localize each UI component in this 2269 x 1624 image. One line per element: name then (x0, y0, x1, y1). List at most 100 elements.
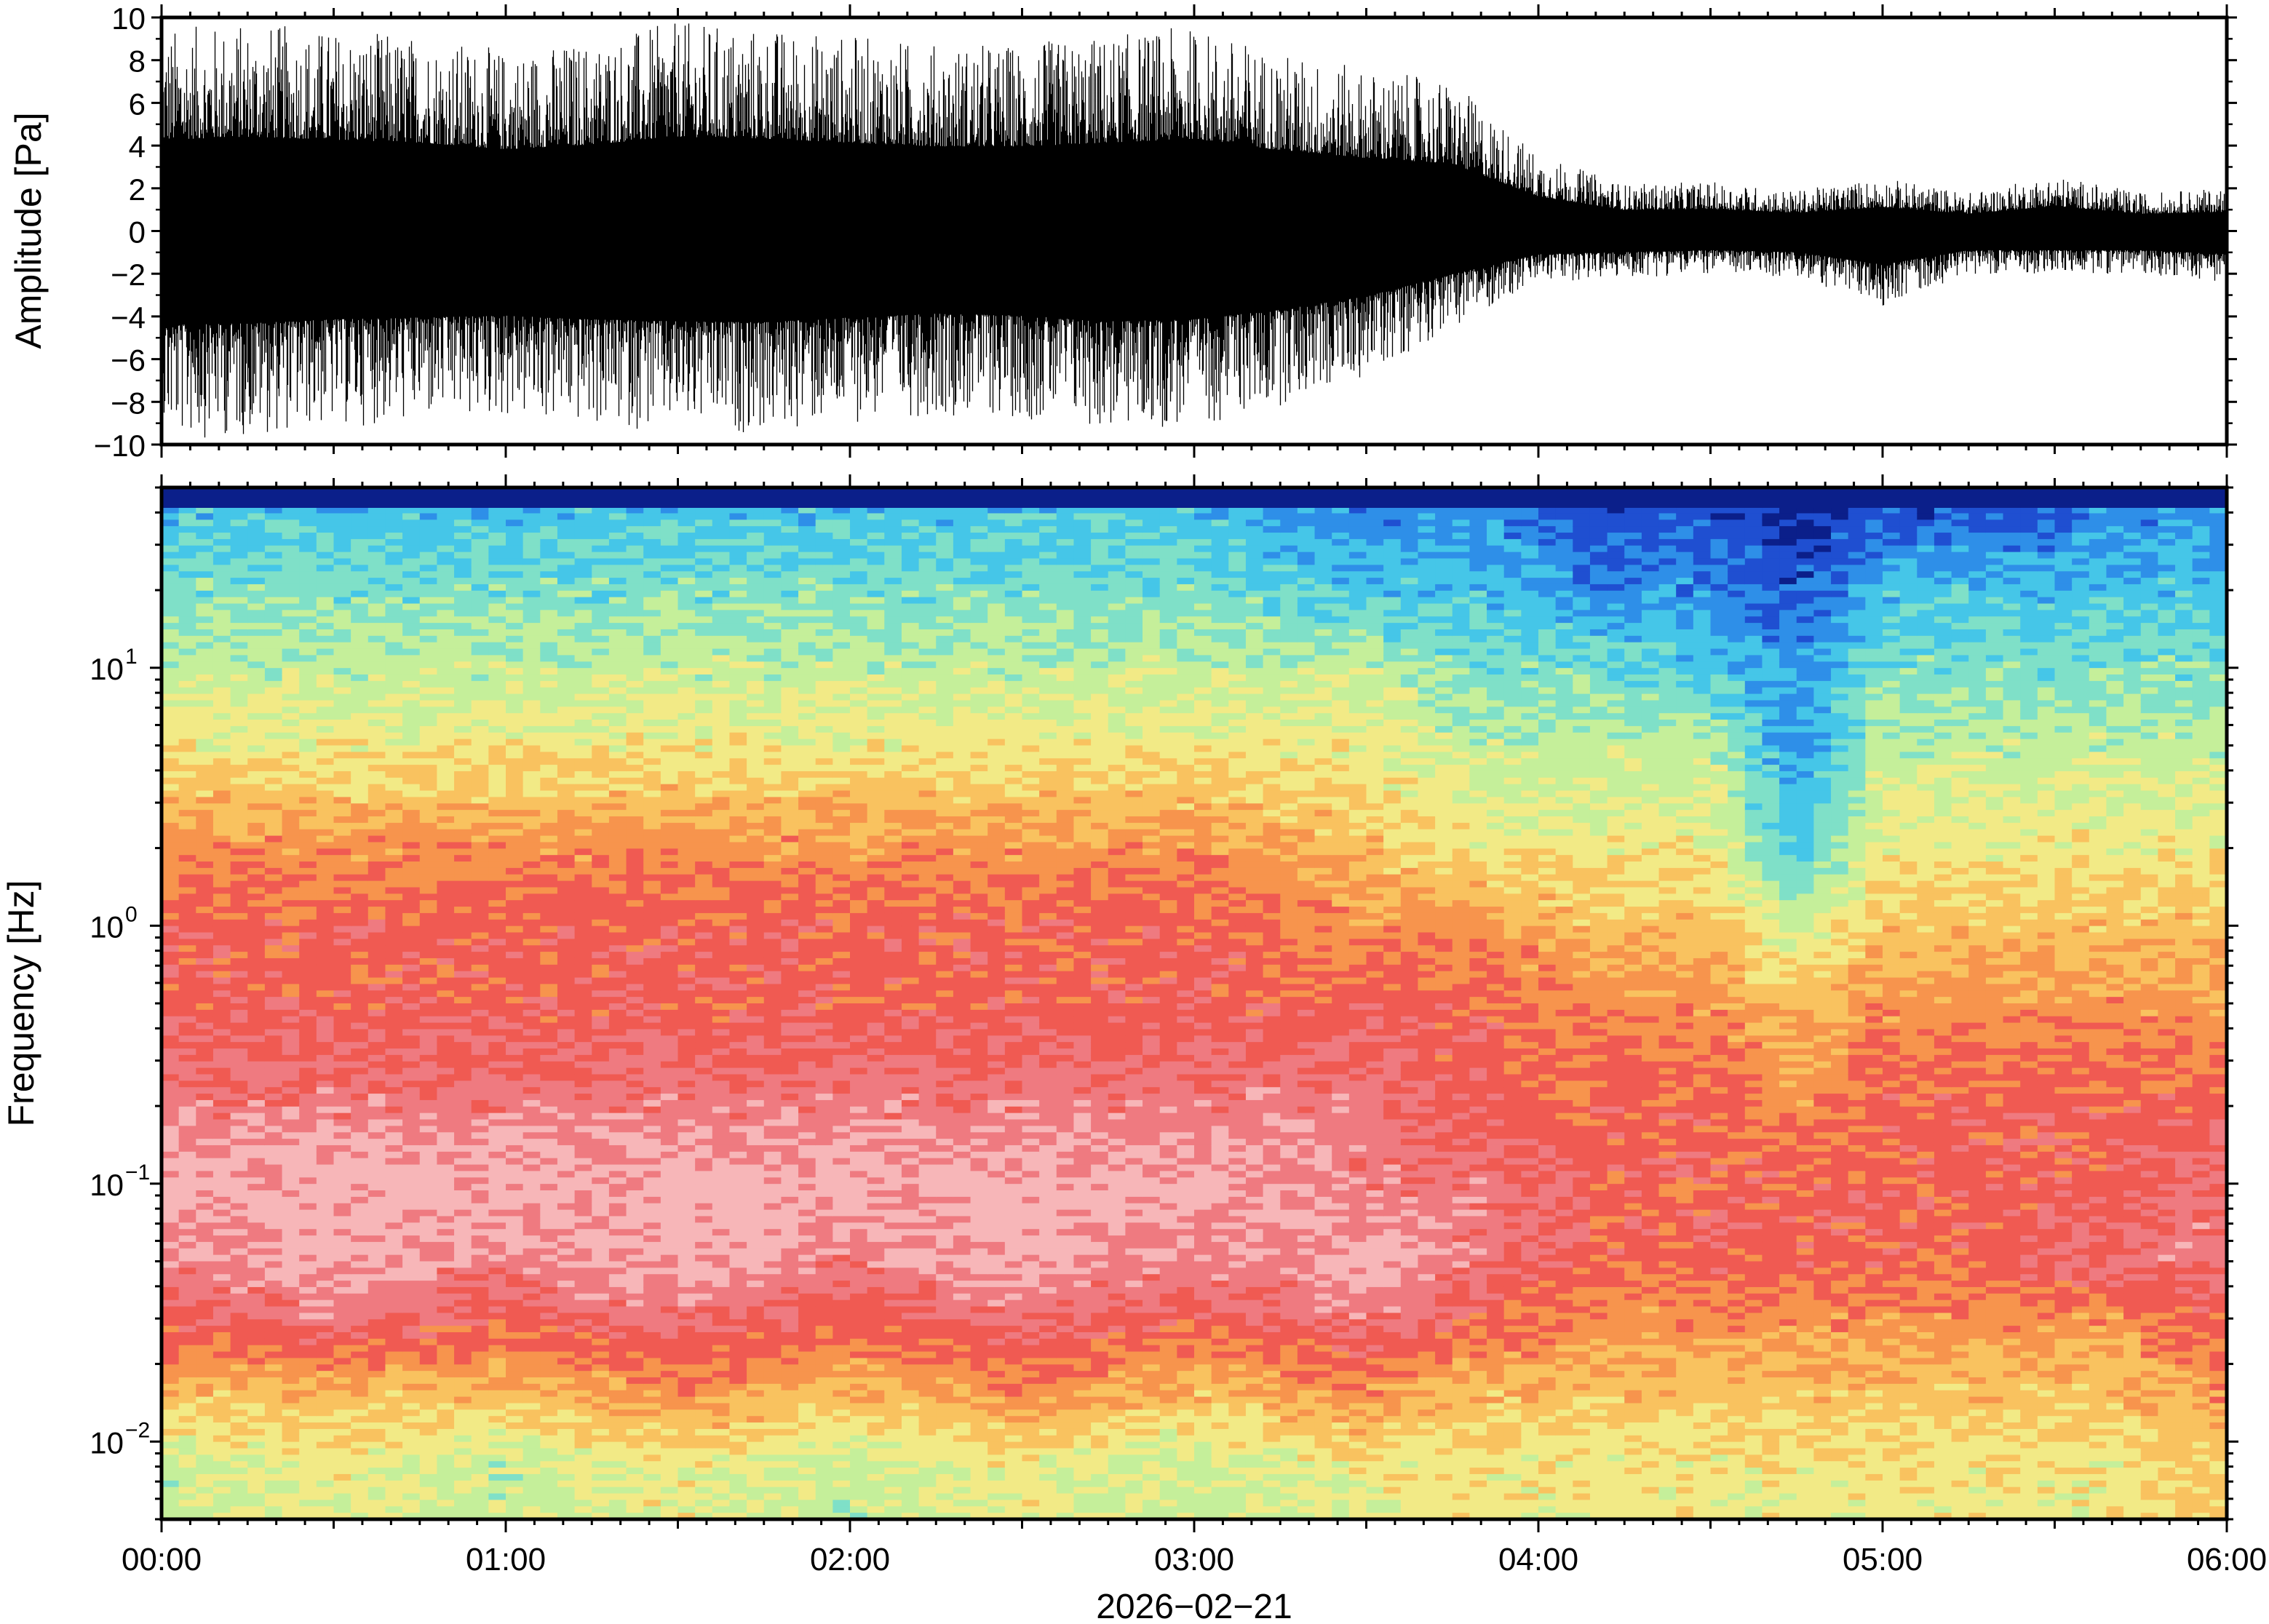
spectrogram-cell (454, 623, 472, 630)
spectrogram-cell (333, 926, 351, 934)
spectrogram-cell (402, 855, 421, 862)
spectrogram-cell (333, 655, 351, 662)
spectrogram-cell (402, 1094, 421, 1101)
spectrogram-cell (299, 907, 317, 914)
spectrogram-cell (608, 810, 627, 817)
spectrogram-cell (299, 803, 317, 811)
spectrogram-cell (574, 1293, 592, 1301)
spectrogram-cell (230, 1396, 248, 1404)
spectrogram-cell (471, 725, 489, 733)
spectrogram-cell (471, 939, 489, 946)
spectrogram-cell (488, 1281, 506, 1288)
spectrogram-cell (557, 835, 576, 843)
spectrogram-cell (162, 513, 180, 520)
spectrogram-cell (522, 538, 541, 546)
spectrogram-cell (367, 1486, 386, 1494)
spectrogram-cell (454, 1106, 472, 1114)
spectrogram-cell (351, 1371, 369, 1378)
spectrogram-cell (557, 1209, 576, 1217)
spectrogram-cell (488, 680, 506, 688)
spectrogram-cell (299, 1416, 317, 1423)
spectrogram-cell (264, 1513, 283, 1519)
spectrogram-cell (247, 1009, 266, 1017)
spectrogram-cell (506, 739, 524, 747)
spectrogram-cell (574, 1080, 592, 1088)
spectrogram-cell (454, 725, 472, 733)
spectrogram-cell (264, 1003, 283, 1011)
spectrogram-cell (454, 533, 472, 540)
spectrogram-cell (454, 1254, 472, 1262)
spectrogram-cell (247, 919, 266, 927)
spectrogram-cell (247, 1216, 266, 1223)
spectrogram-cell (540, 829, 558, 837)
spectrogram-cell (316, 1364, 335, 1372)
spectrogram-cell (212, 900, 231, 907)
spectrogram-cell (419, 1184, 437, 1191)
spectrogram-cell (230, 1345, 248, 1353)
spectrogram-cell (162, 861, 180, 869)
spectrogram-cell (247, 629, 266, 637)
spectrogram-cell (230, 520, 248, 527)
spectrogram-cell (522, 919, 541, 927)
spectrogram-cell (333, 1074, 351, 1081)
spectrogram-cell (162, 603, 180, 610)
spectrogram-cell (506, 952, 524, 959)
spectrogram-cell (643, 1281, 661, 1288)
spectrogram-cell (351, 1473, 369, 1481)
spectrogram-cell (402, 900, 421, 907)
spectrogram-cell (212, 816, 231, 824)
spectrogram-cell (522, 758, 541, 765)
spectrogram-cell (230, 1184, 248, 1191)
spectrogram-cell (162, 797, 180, 804)
spectrogram-cell (316, 603, 335, 610)
spectrogram-cell (608, 842, 627, 849)
spectrogram-cell (488, 1164, 506, 1172)
spectrogram-cell (437, 720, 455, 727)
spectrogram-cell (419, 1396, 437, 1404)
spectrogram-cell (574, 1435, 592, 1443)
spectrogram-cell (437, 900, 455, 907)
spectrogram-cell (316, 1513, 335, 1519)
spectrogram-cell (608, 680, 627, 688)
spectrogram-cell (471, 984, 489, 991)
spectrogram-cell (608, 1390, 627, 1398)
spectrogram-cell (162, 855, 180, 862)
spectrogram-cell (660, 725, 679, 733)
spectrogram-cell (574, 1048, 592, 1056)
spectrogram-cell (367, 1267, 386, 1275)
spectrogram-cell (230, 642, 248, 650)
spectrogram-cell (178, 1306, 196, 1313)
spectrogram-cell (230, 790, 248, 797)
spectrogram-cell (282, 771, 300, 779)
spectrogram-cell (162, 874, 180, 882)
spectrogram-cell (385, 1371, 403, 1378)
spectrogram-cell (574, 1171, 592, 1178)
spectrogram-cell (643, 1428, 661, 1436)
spectrogram-cell (608, 1500, 627, 1507)
spectrogram-cell (196, 603, 214, 610)
spectrogram-cell (178, 1345, 196, 1353)
spectrogram-cell (608, 1151, 627, 1159)
spectrogram-cell (643, 1042, 661, 1049)
spectrogram-cell (522, 874, 541, 882)
spectrogram-cell (454, 984, 472, 991)
spectrogram-cell (471, 797, 489, 804)
spectrogram-cell (230, 1145, 248, 1153)
spectrogram-cell (230, 1299, 248, 1307)
spectrogram-cell (437, 1454, 455, 1462)
spectrogram-cell (592, 1229, 610, 1236)
spectrogram-cell (454, 1286, 472, 1294)
spectrogram-cell (351, 848, 369, 856)
spectrogram-cell (385, 513, 403, 520)
spectrogram-cell (316, 1054, 335, 1062)
spectrogram-cell (367, 997, 386, 1004)
spectrogram-cell (643, 1345, 661, 1353)
spectrogram-cell (196, 668, 214, 675)
spectrogram-cell (522, 1281, 541, 1288)
spectrogram-cell (643, 1468, 661, 1475)
spectrogram-cell (282, 1164, 300, 1172)
spectrogram-cell (608, 1158, 627, 1166)
spectrogram-cell (626, 1203, 644, 1211)
spectrogram-cell (437, 855, 455, 862)
spectrogram-cell (196, 797, 214, 804)
